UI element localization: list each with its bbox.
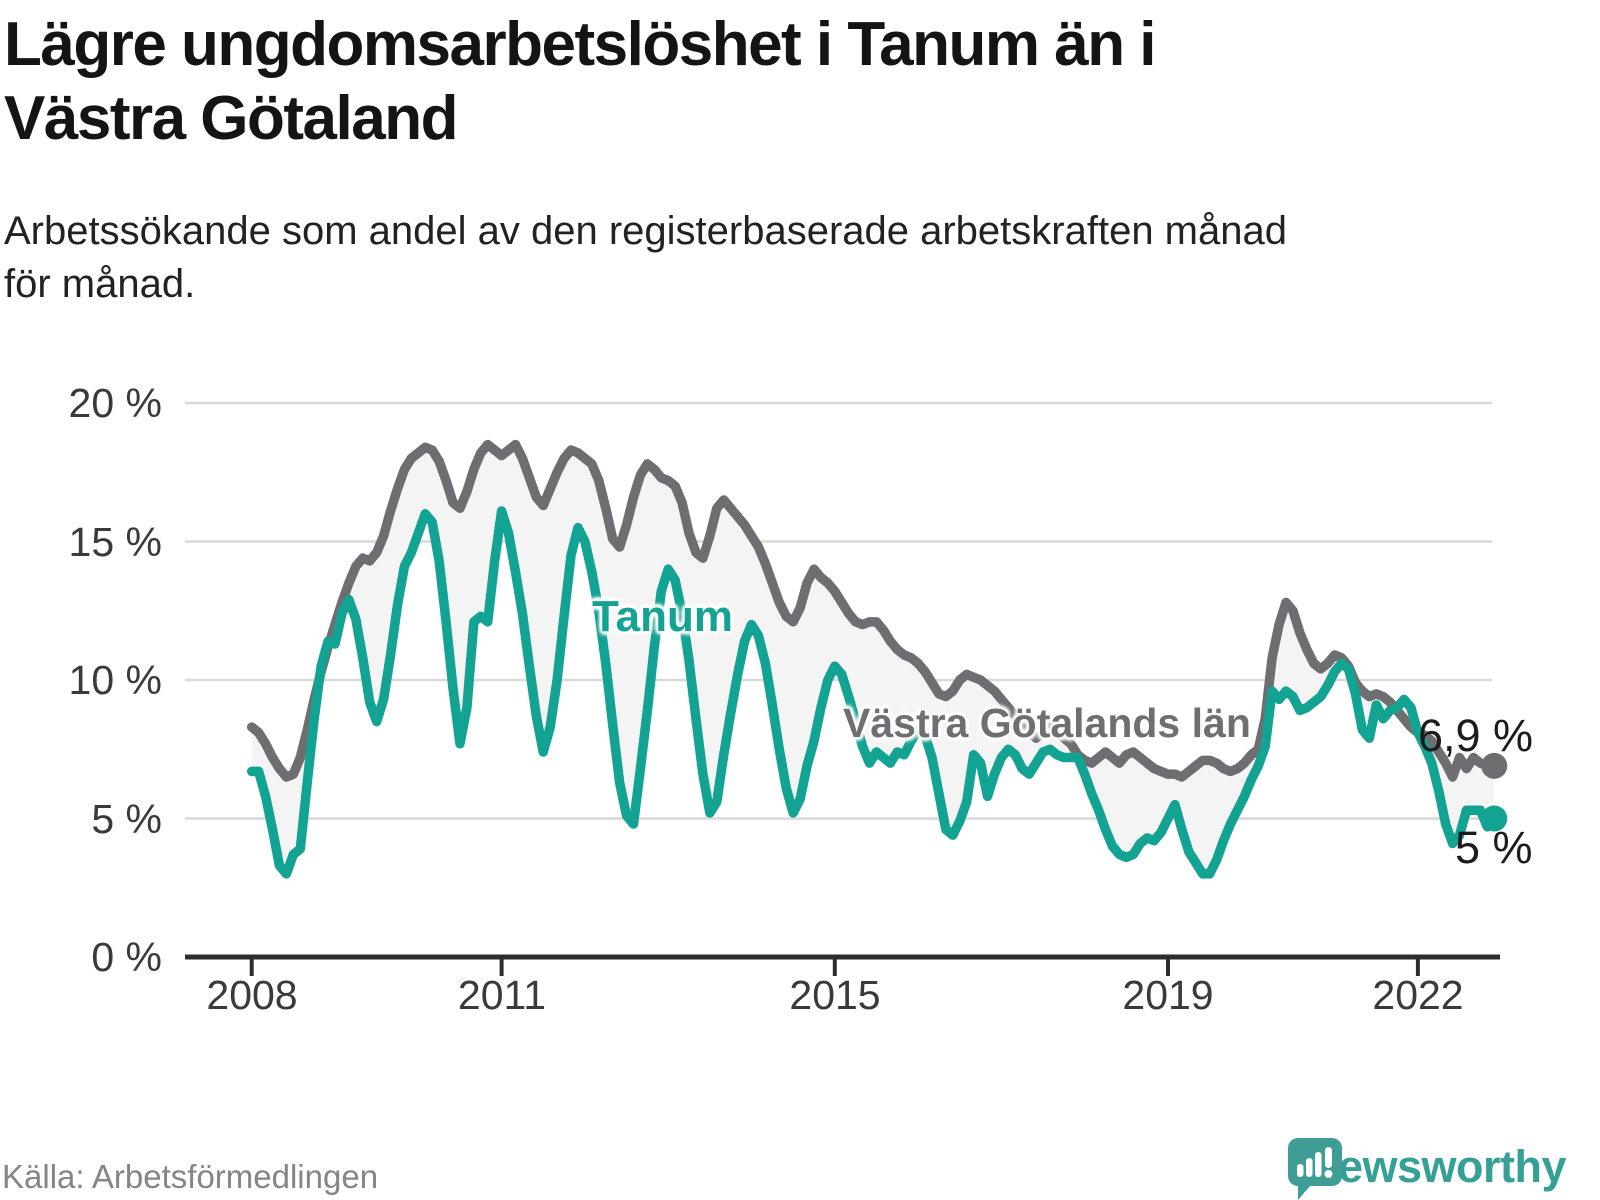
exclamation-dot [1324,1170,1333,1178]
x-tick-2019: 2019 [1122,972,1214,1018]
area-between-series [251,444,1495,874]
y-tick-20: 20 % [68,380,162,426]
subtitle-line-1: Arbetssökande som andel av den registerb… [4,209,1287,253]
bar-3 [1315,1152,1322,1177]
x-tick-2022: 2022 [1372,972,1464,1018]
x-tick-2015: 2015 [789,972,881,1018]
chart-subtitle: Arbetssökande som andel av den registerb… [4,205,1564,311]
tanum-line [246,506,1500,879]
title-line-2: Västra Götaland [4,84,458,153]
y-tick-5: 5 % [91,796,162,842]
bar-2 [1306,1158,1313,1177]
subtitle-line-2: för månad. [4,262,196,306]
vastra-gotaland-end-value: 6,9 % [1418,710,1534,761]
vastra-gotaland-line [246,439,1500,782]
y-tick-10: 10 % [68,657,162,703]
y-tick-15: 15 % [68,519,162,565]
vastra-gotaland-series-label: Västra Götalands län [843,700,1251,746]
exclamation-bar [1325,1147,1332,1168]
title-line-1: Lägre ungdomsarbetslöshet i Tanum än i [4,10,1157,79]
bar-1 [1297,1164,1304,1177]
x-axis [185,954,1500,976]
page-title: Lägre ungdomsarbetslöshet i Tanum än i V… [4,8,1564,156]
tanum-series-label: Tanum [592,592,733,641]
brand-name: Newsworthy [1306,1141,1567,1192]
newsworthy-bubble-icon [1288,1138,1342,1200]
vastra-gotaland-end-dot [1481,752,1508,779]
tanum-end-dot [1481,805,1508,832]
source-note: Källa: Arbetsförmedlingen [2,1158,379,1195]
tanum-end-value: 5 % [1455,822,1533,873]
x-tick-2011: 2011 [457,972,547,1018]
newsworthy-logo: Newsworthy [1288,1138,1567,1200]
x-tick-2008: 2008 [206,972,298,1018]
y-tick-0: 0 % [91,934,162,980]
